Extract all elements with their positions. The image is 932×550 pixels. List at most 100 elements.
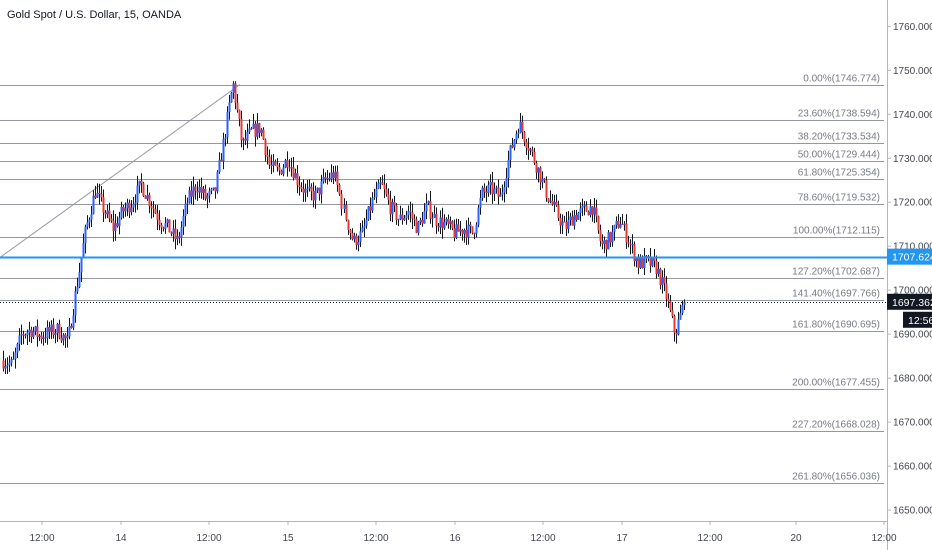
candle-body-up [679, 313, 682, 320]
candle-body-up [304, 188, 307, 193]
candle-body-up [639, 257, 642, 268]
candle-body-down [395, 205, 398, 221]
candle-body-down [296, 173, 299, 186]
candle-body-down [559, 217, 562, 226]
candle-body-down [531, 149, 534, 152]
candle-body-up [42, 337, 45, 340]
price-axis[interactable] [887, 0, 932, 550]
trend-line-group[interactable] [0, 84, 241, 258]
candle-body-down [347, 220, 350, 230]
candle-body-up [232, 83, 235, 93]
candle-body-up [26, 332, 29, 336]
candle-body-down [268, 156, 271, 165]
candle-body-down [575, 215, 578, 220]
candle-body-down [385, 189, 388, 195]
candle-body-down [645, 255, 648, 257]
candle-body-up [326, 177, 329, 180]
candle-body-up [593, 207, 596, 215]
candle-body-down [473, 233, 476, 235]
candle-body-down [318, 187, 321, 195]
candle-body-down [196, 191, 199, 193]
candle-body-up [611, 231, 614, 243]
candle-body-up [455, 224, 458, 238]
fib-level-label: 127.20%(1702.687) [792, 267, 880, 278]
candle-body-up [677, 319, 680, 335]
candle-body-up [561, 221, 564, 226]
candle-body-up [138, 180, 141, 186]
candle-body-up [106, 210, 109, 215]
candle-body-down [278, 167, 281, 171]
time-axis[interactable] [0, 521, 887, 550]
candle-body-down [112, 220, 115, 232]
candle-body-up [419, 220, 422, 223]
candle-body-down [140, 180, 143, 184]
symbol-title[interactable]: Gold Spot / U.S. Dollar, 15, OANDA [7, 9, 182, 21]
fib-level-label: 0.00%(1746.774) [803, 74, 880, 85]
price-tick-label: 1690.000 [893, 330, 932, 341]
candle-body-down [451, 221, 454, 229]
candle-body-down [148, 194, 151, 207]
candle-body-down [655, 260, 658, 275]
candle-body-up [20, 334, 23, 336]
fib-level-label: 50.00%(1729.444) [798, 150, 880, 161]
candle-body-up [252, 123, 255, 129]
price-tick-label: 1680.000 [893, 374, 932, 385]
candle-body-up [515, 133, 518, 140]
candle-body-up [12, 358, 15, 360]
candle-body-down [30, 329, 33, 338]
fib-level-label: 38.20%(1733.534) [798, 132, 880, 143]
candle-body-down [521, 121, 524, 133]
candle-body-up [481, 187, 484, 198]
candle-body-down [128, 202, 131, 213]
candle-body-up [683, 301, 686, 306]
candle-body-down [349, 229, 352, 234]
bar-countdown-tag-bg [903, 311, 932, 328]
candle-body-up [4, 366, 7, 369]
candle-body-down [465, 229, 468, 238]
fib-level-label: 161.80%(1690.695) [792, 320, 880, 331]
fib-level-label: 200.00%(1677.455) [792, 378, 880, 389]
candle-body-down [675, 332, 678, 335]
candle-body-down [102, 197, 105, 213]
candle-body-down [220, 159, 223, 162]
candle-body-down [274, 161, 277, 165]
candle-body-down [595, 207, 598, 217]
candle-body-up [353, 235, 356, 240]
candle-body-down [276, 164, 279, 168]
candle-body-down [300, 187, 303, 189]
price-tick-label: 1670.000 [893, 418, 932, 429]
candle-body-down [340, 193, 343, 209]
candle-body-up [443, 221, 446, 229]
candle-body-down [116, 223, 119, 227]
candle-body-down [2, 360, 5, 369]
horizontal-line-price-tag: 1707.624 [892, 252, 932, 264]
candle-body-down [142, 183, 145, 197]
candle-body-up [74, 291, 77, 316]
candle-body-up [134, 202, 137, 204]
candle-body-down [254, 123, 257, 137]
candle-body-down [565, 222, 568, 230]
candle-body-up [228, 102, 231, 112]
candle-body-down [178, 236, 181, 239]
last-price-tag-bg [887, 293, 932, 310]
candle-body-down [533, 151, 536, 163]
candle-body-up [192, 186, 195, 197]
candle-body-up [80, 258, 83, 273]
candle-body-up [212, 187, 215, 190]
candle-body-up [493, 188, 496, 195]
time-tick-label: 20 [790, 533, 802, 544]
fibonacci-extension[interactable]: 0.00%(1746.774) 23.60%(1738.594) 38.20%(17… [0, 74, 884, 484]
candle-body-up [294, 173, 297, 179]
candle-body-up [68, 326, 71, 337]
plot-area[interactable] [0, 0, 887, 521]
candle-body-up [359, 231, 362, 242]
horizontal-line-group[interactable] [0, 256, 887, 303]
candle-body-down [617, 220, 620, 228]
fib-level-label: 100.00%(1712.115) [793, 226, 880, 237]
trend-line[interactable] [0, 84, 241, 258]
candle-body-down [545, 180, 548, 199]
candle-body-down [511, 145, 514, 148]
